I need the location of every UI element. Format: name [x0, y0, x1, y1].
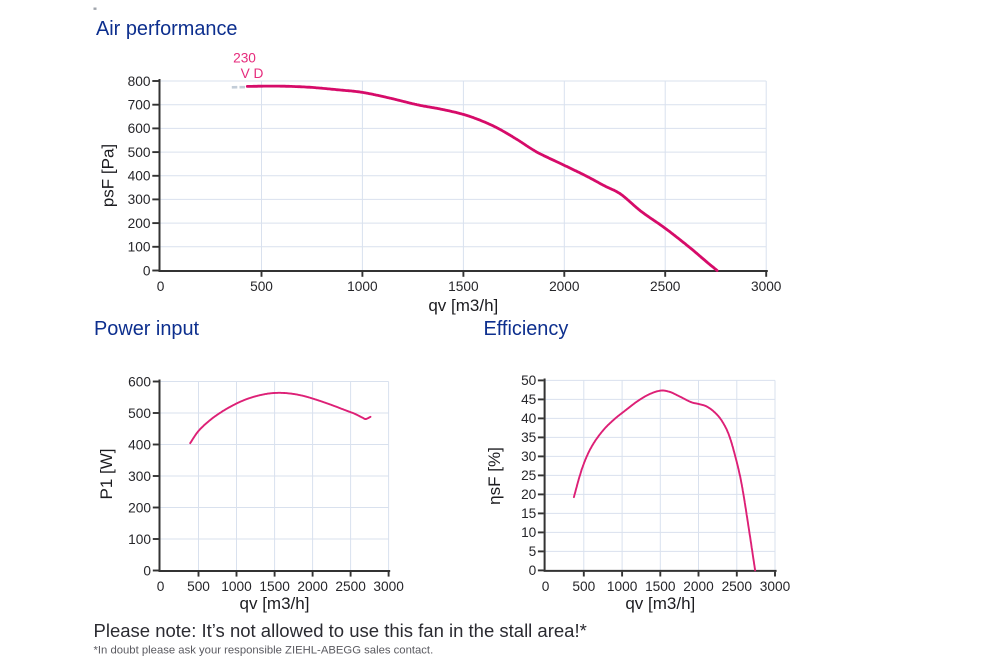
svg-text:800: 800	[128, 74, 151, 89]
svg-text:100: 100	[128, 532, 151, 547]
svg-text:40: 40	[521, 411, 537, 426]
svg-text:700: 700	[128, 98, 151, 113]
svg-text:1000: 1000	[347, 279, 378, 294]
svg-text:Air performance: Air performance	[96, 18, 238, 40]
svg-text:50: 50	[521, 373, 537, 388]
svg-text:2500: 2500	[335, 579, 366, 594]
svg-text:400: 400	[128, 169, 151, 184]
svg-text:15: 15	[521, 506, 537, 521]
svg-text:qv [m3/h]: qv [m3/h]	[240, 594, 310, 613]
svg-text:300: 300	[128, 469, 151, 484]
svg-text:1500: 1500	[259, 579, 290, 594]
svg-text:1000: 1000	[607, 579, 638, 594]
svg-text:0: 0	[157, 279, 165, 294]
svg-text:Please note: It’s not allowed: Please note: It’s not allowed to use thi…	[94, 620, 587, 641]
svg-text:Power input: Power input	[94, 318, 200, 340]
svg-text:2500: 2500	[650, 279, 681, 294]
svg-text:500: 500	[250, 279, 273, 294]
svg-text:500: 500	[128, 145, 151, 160]
svg-text:1000: 1000	[221, 579, 252, 594]
svg-text:P1 [W]: P1 [W]	[97, 448, 116, 499]
svg-text:2000: 2000	[683, 579, 714, 594]
svg-text:25: 25	[521, 468, 537, 483]
svg-text:300: 300	[128, 192, 151, 207]
svg-text:500: 500	[128, 406, 151, 421]
svg-text:3000: 3000	[373, 579, 404, 594]
svg-text:3000: 3000	[760, 579, 791, 594]
svg-text:0: 0	[529, 563, 537, 578]
svg-text:200: 200	[128, 216, 151, 231]
svg-text:500: 500	[572, 579, 595, 594]
svg-text:1500: 1500	[448, 279, 479, 294]
svg-text:500: 500	[187, 579, 210, 594]
svg-text:0: 0	[542, 579, 550, 594]
svg-text:45: 45	[521, 392, 537, 407]
svg-text:2000: 2000	[297, 579, 328, 594]
svg-text:230: 230	[233, 51, 256, 66]
svg-text:10: 10	[521, 525, 537, 540]
svg-text:Efficiency: Efficiency	[484, 318, 569, 340]
svg-text:ηsF [%]: ηsF [%]	[485, 447, 504, 505]
svg-text:100: 100	[128, 240, 151, 255]
svg-text:0: 0	[143, 263, 151, 278]
svg-text:5: 5	[529, 544, 537, 559]
svg-text:0: 0	[143, 563, 151, 578]
svg-text:V D: V D	[241, 66, 264, 81]
svg-text:0: 0	[157, 579, 165, 594]
svg-text:qv [m3/h]: qv [m3/h]	[428, 296, 498, 315]
svg-text:30: 30	[521, 449, 537, 464]
svg-text:*In doubt please ask your resp: *In doubt please ask your responsible ZI…	[94, 644, 434, 656]
svg-text:600: 600	[128, 121, 151, 136]
svg-text:200: 200	[128, 500, 151, 515]
svg-text:qv [m3/h]: qv [m3/h]	[625, 594, 695, 613]
svg-text:35: 35	[521, 430, 537, 445]
svg-text:1500: 1500	[645, 579, 676, 594]
svg-text:psF [Pa]: psF [Pa]	[99, 144, 118, 207]
svg-text:2000: 2000	[549, 279, 580, 294]
svg-text:3000: 3000	[751, 279, 782, 294]
svg-text:2500: 2500	[722, 579, 753, 594]
svg-text:600: 600	[128, 374, 151, 389]
svg-text:400: 400	[128, 437, 151, 452]
svg-text:20: 20	[521, 487, 537, 502]
